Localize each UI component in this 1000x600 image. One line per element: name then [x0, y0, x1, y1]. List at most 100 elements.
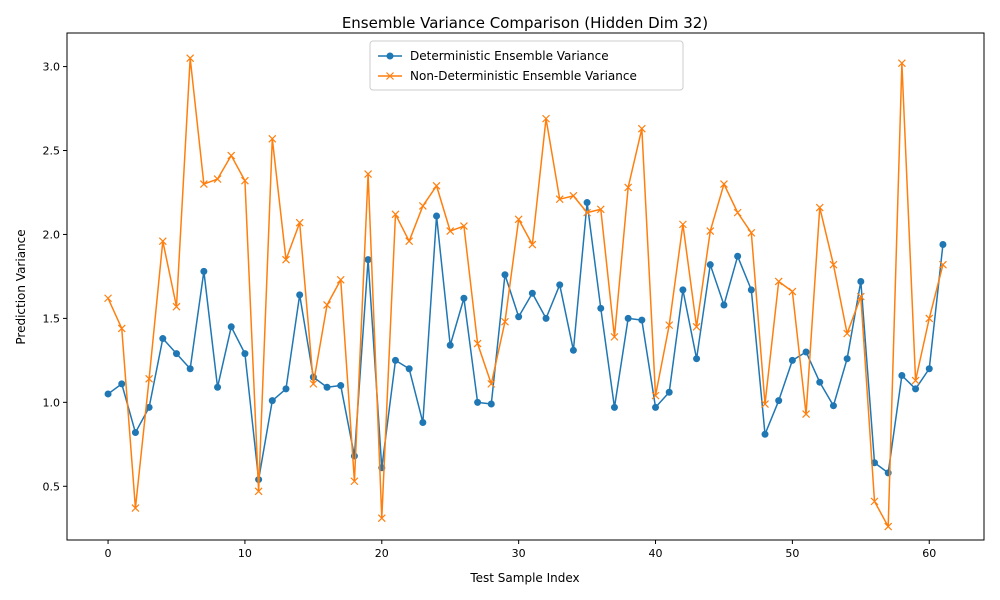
x-tick-label: 40	[649, 547, 663, 560]
data-point-0	[227, 323, 235, 331]
data-point-1	[350, 477, 359, 486]
legend-marker-deterministic	[386, 52, 394, 60]
data-point-1	[117, 324, 126, 333]
data-point-0	[323, 383, 331, 391]
data-point-1	[295, 218, 304, 227]
plot-area	[104, 54, 947, 531]
data-point-0	[706, 261, 714, 269]
data-point-0	[816, 378, 824, 386]
data-point-1	[747, 228, 756, 237]
data-point-1	[665, 321, 674, 330]
x-tick-label: 30	[512, 547, 526, 560]
data-point-1	[336, 275, 345, 284]
data-point-1	[104, 294, 112, 303]
data-point-1	[145, 374, 154, 383]
series-line-1	[107, 57, 944, 528]
data-point-1	[364, 170, 373, 178]
y-tick-label: 0.5	[43, 480, 61, 493]
legend: Deterministic Ensemble Variance Non-Dete…	[369, 40, 684, 91]
data-point-1	[268, 134, 277, 143]
y-tick-label: 2.0	[43, 228, 61, 241]
data-point-1	[569, 191, 578, 200]
data-point-0	[419, 418, 427, 426]
data-point-1	[158, 237, 167, 246]
data-point-1	[596, 205, 605, 214]
data-point-1	[706, 227, 715, 236]
data-point-0	[268, 397, 276, 405]
data-point-0	[556, 281, 564, 289]
data-point-1	[788, 287, 797, 296]
legend-marker-nondeterministic	[386, 72, 394, 80]
data-point-0	[446, 341, 454, 349]
data-point-1	[555, 195, 564, 204]
x-axis: 0 10 20 30 40 50 60	[105, 540, 936, 560]
x-tick-label: 60	[922, 547, 936, 560]
data-point-1	[241, 176, 249, 185]
data-point-1	[487, 379, 496, 388]
data-point-1	[774, 277, 783, 286]
data-point-1	[733, 208, 742, 217]
data-point-1	[131, 504, 140, 513]
data-point-0	[884, 469, 892, 477]
data-point-0	[693, 355, 701, 363]
legend-label-nondeterministic: Non-Deterministic Ensemble Variance	[410, 69, 637, 83]
data-point-1	[720, 180, 728, 189]
data-point-0	[747, 286, 755, 294]
data-point-1	[459, 222, 468, 230]
data-point-0	[734, 252, 742, 260]
data-point-0	[638, 316, 646, 324]
data-point-0	[898, 371, 906, 379]
data-point-1	[254, 487, 263, 496]
data-point-0	[391, 356, 399, 364]
data-point-1	[172, 302, 181, 311]
data-point-0	[501, 271, 509, 279]
data-point-1	[432, 181, 441, 190]
data-point-0	[679, 286, 687, 294]
data-point-1	[843, 329, 852, 338]
y-axis: 0.5 1.0 1.5 2.0 2.5 3.0	[43, 61, 67, 493]
data-point-0	[720, 301, 728, 309]
y-tick-label: 2.5	[43, 145, 61, 158]
data-point-1	[802, 410, 810, 419]
data-point-1	[939, 260, 947, 269]
data-point-0	[460, 294, 468, 302]
data-point-0	[159, 335, 167, 343]
data-point-0	[829, 402, 837, 410]
data-point-1	[651, 391, 660, 400]
data-point-0	[474, 398, 482, 406]
x-tick-label: 20	[375, 547, 389, 560]
data-point-0	[939, 241, 947, 249]
data-point-0	[761, 430, 769, 438]
data-point-0	[528, 289, 536, 297]
data-point-0	[652, 403, 660, 411]
data-point-1	[815, 203, 824, 212]
data-point-1	[418, 201, 427, 210]
data-point-1	[473, 339, 482, 348]
x-tick-label: 0	[105, 547, 112, 560]
data-point-0	[912, 385, 920, 393]
data-point-0	[405, 365, 413, 373]
data-point-1	[870, 497, 879, 506]
data-point-0	[775, 397, 783, 405]
data-point-0	[364, 256, 372, 264]
data-point-0	[282, 385, 290, 393]
data-point-0	[104, 390, 112, 398]
data-point-0	[583, 199, 591, 207]
data-point-1	[391, 210, 400, 219]
x-tick-label: 50	[785, 547, 799, 560]
data-point-0	[296, 291, 304, 299]
data-point-0	[241, 350, 249, 358]
data-point-0	[665, 388, 673, 396]
y-tick-label: 1.5	[43, 312, 61, 325]
data-point-1	[897, 59, 906, 68]
data-point-0	[172, 350, 180, 358]
data-point-1	[624, 183, 633, 192]
data-point-0	[788, 356, 796, 364]
data-point-1	[925, 314, 934, 323]
data-point-0	[610, 403, 618, 411]
data-point-0	[515, 313, 523, 321]
data-point-0	[145, 403, 153, 411]
data-point-1	[377, 514, 386, 523]
data-point-1	[542, 114, 550, 123]
